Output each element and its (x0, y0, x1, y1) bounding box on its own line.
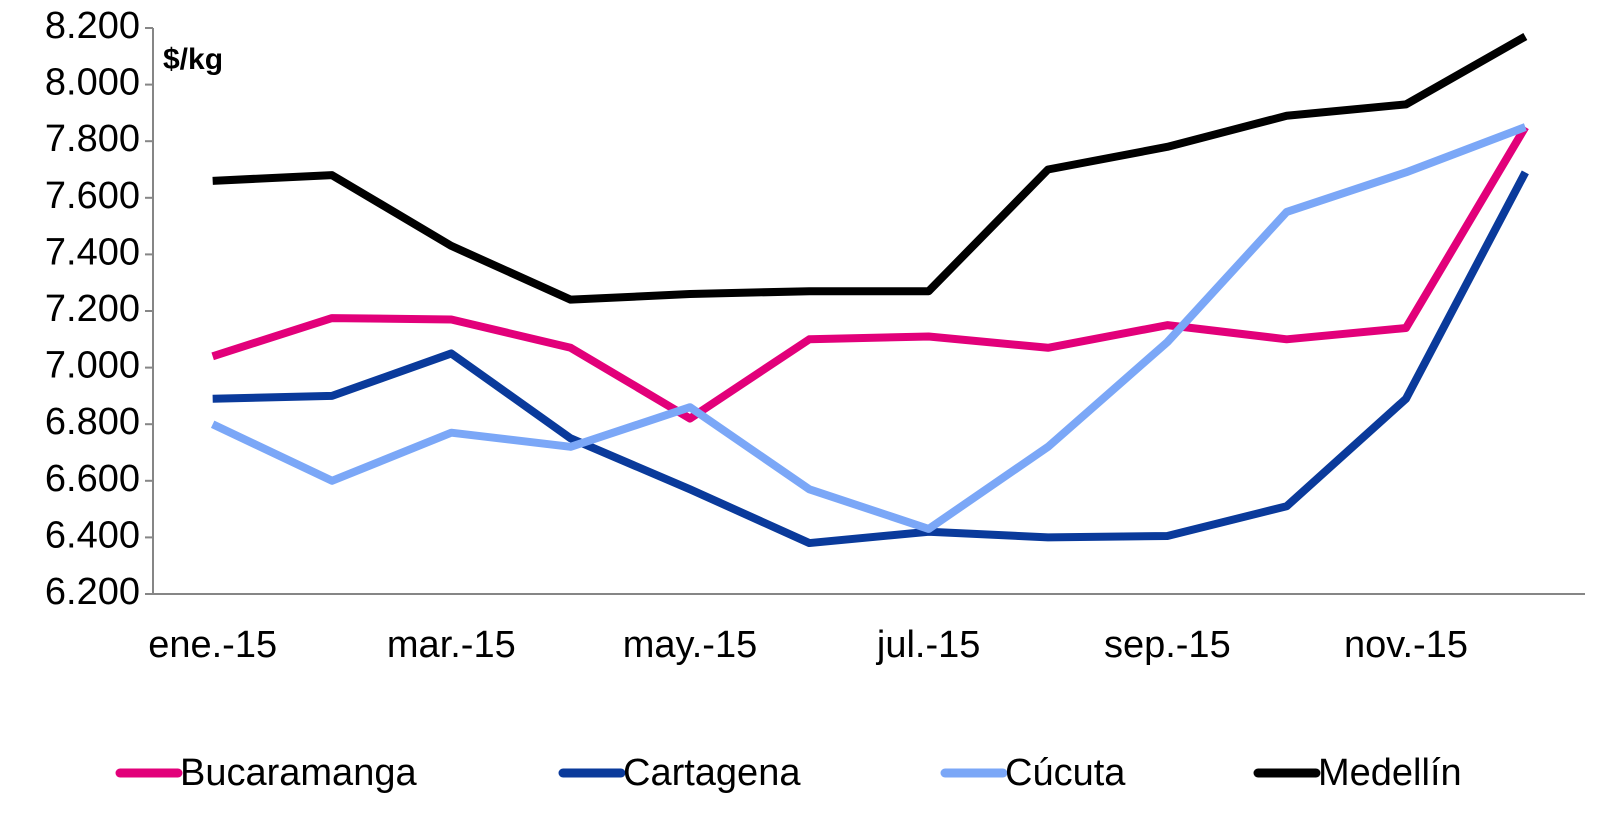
series-line (210, 123, 1527, 533)
legend-label: Cartagena (623, 752, 801, 794)
legend-label: Bucaramanga (180, 752, 417, 794)
series-line (212, 33, 1528, 304)
series-line (211, 125, 1529, 423)
x-tick-label: ene.-15 (148, 624, 277, 666)
y-tick-label: 6.600 (45, 458, 140, 500)
x-tick-label: mar.-15 (387, 624, 516, 666)
unit-label: $/kg (163, 43, 223, 76)
x-tick-label: may.-15 (623, 624, 757, 666)
series-line (212, 170, 1529, 548)
y-tick-label: 7.400 (45, 231, 140, 273)
y-tick-label: 6.400 (45, 514, 140, 556)
y-tick-label: 7.200 (45, 288, 140, 330)
y-tick-label: 8.200 (45, 5, 140, 47)
legend-label: Cúcuta (1005, 752, 1126, 794)
x-tick-label: nov.-15 (1344, 624, 1468, 666)
y-tick-label: 7.800 (45, 118, 140, 160)
x-tick-label: jul.-15 (876, 624, 981, 666)
x-tick-label: sep.-15 (1104, 624, 1231, 666)
y-tick-label: 8.000 (45, 62, 140, 104)
y-tick-label: 6.200 (45, 571, 140, 613)
y-tick-label: 6.800 (45, 401, 140, 443)
legend-label: Medellín (1318, 752, 1462, 794)
y-tick-label: 7.600 (45, 175, 140, 217)
y-tick-label: 7.000 (45, 345, 140, 387)
